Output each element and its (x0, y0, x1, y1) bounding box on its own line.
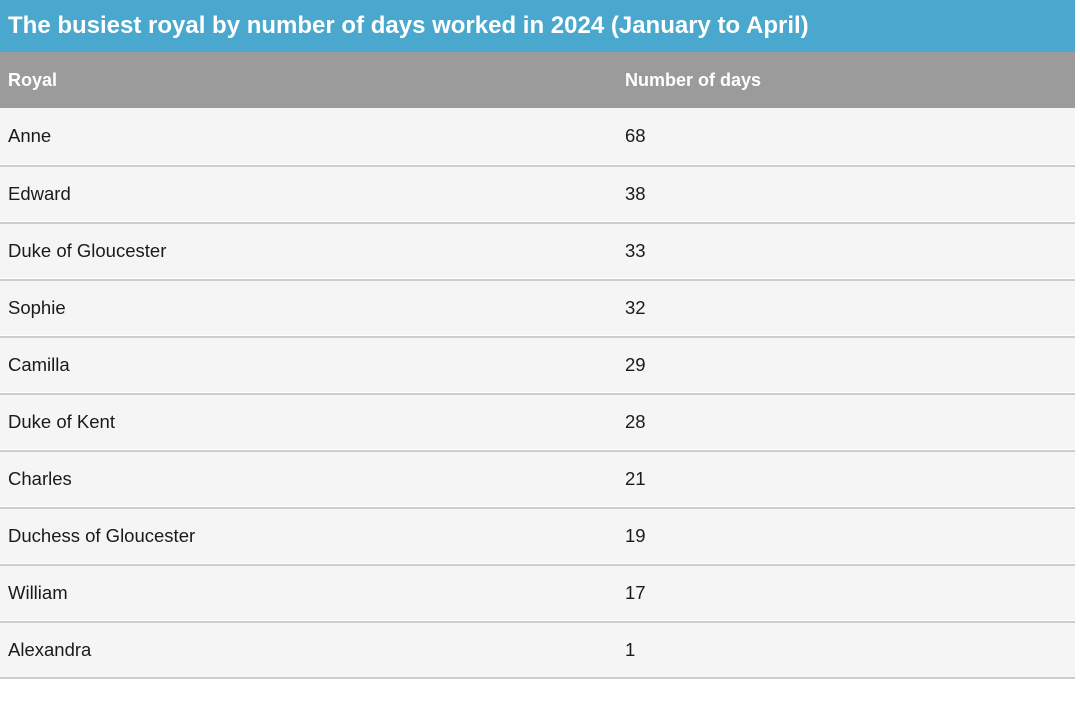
royal-name: Anne (8, 125, 52, 146)
table-row: Duke of Gloucester 33 (0, 222, 1075, 278)
royal-name: Duchess of Gloucester (8, 525, 196, 546)
column-header-days: Number of days (625, 69, 762, 90)
table-row: Duchess of Gloucester 19 (0, 507, 1075, 563)
royal-name: William (8, 582, 68, 603)
days-value: 21 (625, 468, 646, 489)
days-value: 28 (625, 411, 646, 432)
days-value: 38 (625, 183, 646, 204)
table-header-row: Royal Number of days (0, 52, 1075, 108)
days-value: 33 (625, 240, 646, 261)
royal-workdays-table: The busiest royal by number of days work… (0, 0, 1075, 679)
days-value: 32 (625, 297, 646, 318)
table-row: Edward 38 (0, 165, 1075, 221)
royal-name: Duke of Kent (8, 411, 115, 432)
table-row: Camilla 29 (0, 336, 1075, 392)
royal-name: Camilla (8, 354, 70, 375)
days-value: 17 (625, 582, 646, 603)
days-value: 29 (625, 354, 646, 375)
table-title: The busiest royal by number of days work… (0, 0, 1075, 52)
royal-name: Alexandra (8, 639, 92, 660)
days-value: 19 (625, 525, 646, 546)
royal-name: Duke of Gloucester (8, 240, 167, 261)
table-body: Anne 68 Edward 38 Duke of Gloucester 33 Sophie… (0, 108, 1075, 679)
days-value: 68 (625, 125, 646, 146)
royal-name: Edward (8, 183, 71, 204)
days-value: 1 (625, 639, 636, 660)
table-row: Alexandra 1 (0, 621, 1075, 677)
table-row: William 17 (0, 564, 1075, 620)
table-row: Anne 68 (0, 108, 1075, 164)
royal-name: Charles (8, 468, 72, 489)
table-row: Duke of Kent 28 (0, 393, 1075, 449)
column-header-royal: Royal (8, 69, 58, 90)
royal-name: Sophie (8, 297, 66, 318)
table-row: Sophie 32 (0, 279, 1075, 335)
table-row: Charles 21 (0, 450, 1075, 506)
